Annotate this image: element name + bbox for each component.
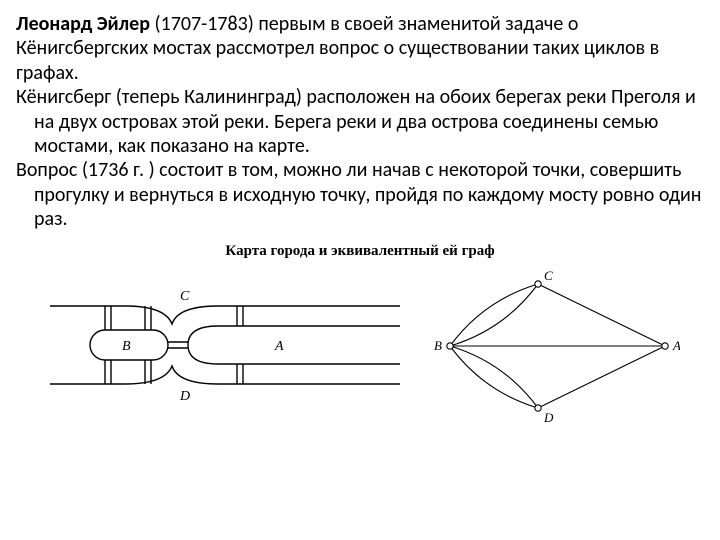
figure: Карта города и эквивалентный ей граф C B A… [16,242,704,436]
svg-text:B: B [122,339,131,354]
author-name: Леонард Эйлер [16,12,150,36]
svg-text:A: A [274,339,284,354]
para-2: Кёнигсберг (теперь Калининград) располож… [16,85,704,158]
svg-text:C: C [180,289,190,304]
svg-text:D: D [179,389,190,404]
figure-svg: C B A D A B C D [40,266,680,436]
svg-text:C: C [544,268,553,283]
svg-text:B: B [434,338,442,353]
para-3: Вопрос (1736 г. ) состоит в том, можно л… [16,158,704,231]
para-1: Леонард Эйлер (1707-1783) первым в своей… [16,12,704,85]
body-text: Леонард Эйлер (1707-1783) первым в своей… [16,12,704,232]
figure-title: Карта города и эквивалентный ей граф [16,242,704,260]
svg-text:D: D [543,410,554,425]
svg-text:A: A [672,338,680,353]
